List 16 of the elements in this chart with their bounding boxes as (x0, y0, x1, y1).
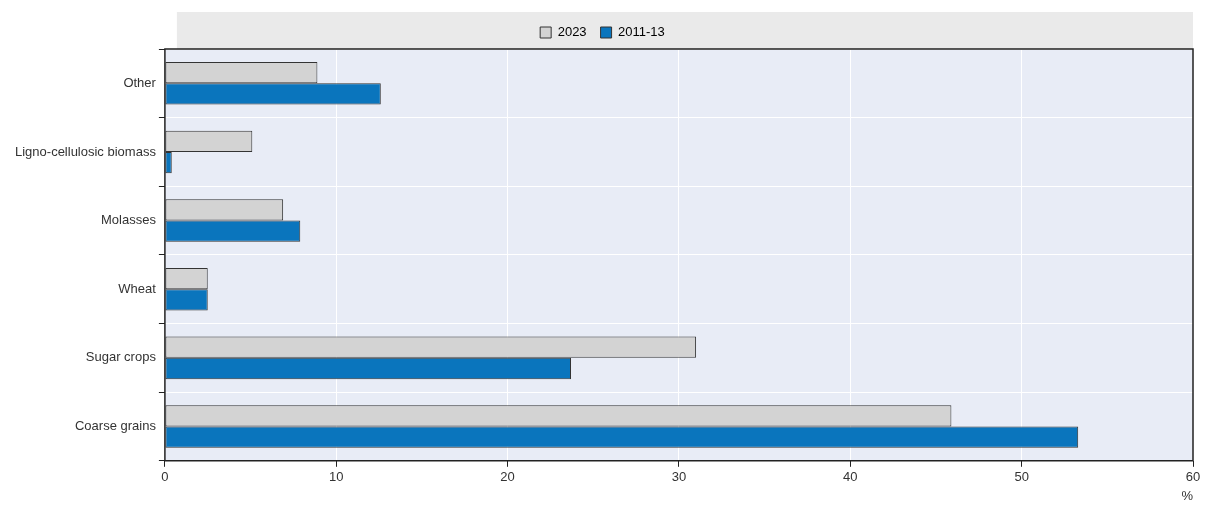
x-tick-label: 50 (1014, 469, 1029, 485)
x-tick-label: 60 (1185, 469, 1201, 485)
y-tick-label: Sugar crops (85, 349, 157, 365)
y-tick-label: Other (123, 74, 157, 90)
legend-label: 2023 (557, 24, 587, 40)
x-tick-label: 40 (843, 469, 858, 485)
x-axis-title: % (1181, 487, 1194, 503)
x-tick-label: 30 (671, 469, 687, 485)
legend-label: 2011-13 (618, 24, 665, 40)
y-tick-label: Wheat (118, 280, 157, 296)
y-tick-label: Molasses (100, 212, 157, 228)
x-tick-label: 0 (161, 469, 169, 485)
x-tick-label: 20 (500, 469, 515, 485)
x-tick-label: 10 (329, 469, 344, 485)
y-tick-label: Coarse grains (74, 418, 157, 434)
y-tick-label: Ligno-cellulosic biomass (14, 143, 157, 159)
